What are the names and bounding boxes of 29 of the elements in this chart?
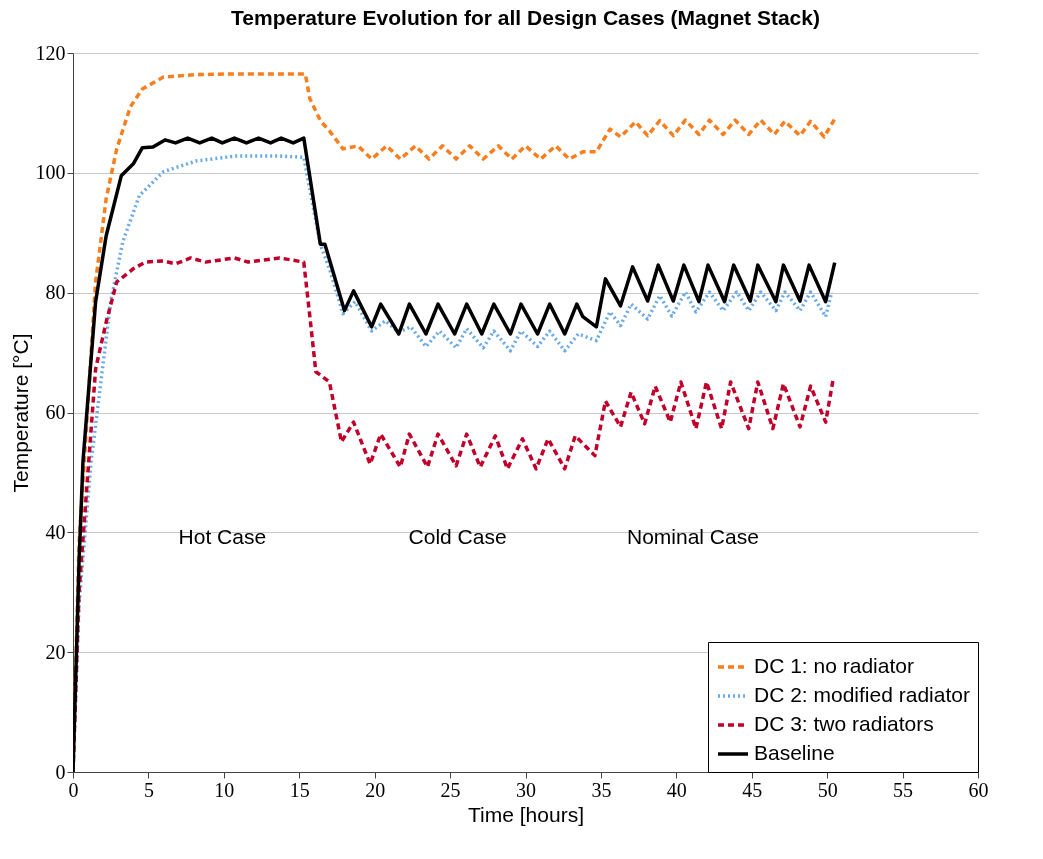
x-tick-label: 45 [742,778,763,801]
legend-label: DC 3: two radiators [754,712,934,735]
x-axis-title: Time [hours] [468,802,584,826]
annotation: Hot Case [178,525,267,549]
x-tick-label: 55 [893,778,914,801]
y-tick-label: 20 [45,640,66,663]
legend-label: DC 1: no radiator [754,654,914,677]
x-tick-label: 35 [591,778,612,801]
y-tick-label: 100 [35,161,66,184]
legend-label: DC 2: modified radiator [754,683,970,706]
annotation: Cold Case [408,525,507,549]
x-tick-label: 20 [365,778,386,801]
chart-title: Temperature Evolution for all Design Cases (Magnet Stack) [231,6,820,29]
annotation: Nominal Case [626,525,759,549]
x-tick-label: 60 [968,778,989,801]
x-tick-label: 10 [214,778,235,801]
y-axis-title: Temperature [°C] [8,333,32,493]
y-tick-label: 40 [45,520,66,543]
x-tick-label: 5 [143,778,154,801]
y-tick-label: 0 [55,760,66,783]
legend-label: Baseline [754,741,835,764]
x-tick-label: 15 [289,778,310,801]
x-tick-label: 40 [666,778,687,801]
y-tick-label: 80 [45,281,66,304]
y-tick-label: 120 [35,41,66,64]
x-tick-label: 50 [817,778,838,801]
x-tick-label: 30 [516,778,536,801]
y-tick-label: 60 [45,401,66,423]
x-tick-label: 25 [440,778,461,801]
